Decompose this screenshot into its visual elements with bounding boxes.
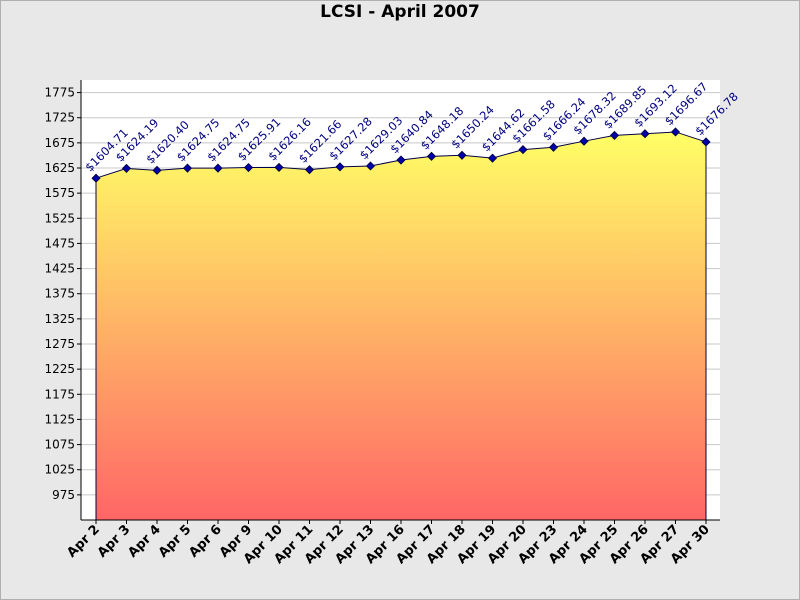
data-point [579,136,589,146]
data-point [548,142,559,152]
data-point [426,151,437,161]
y-tick-label: 1525 [44,211,75,225]
y-tick-labels: 975 1025 1075 1125 1175 1225 1275 1325 1375 1425 1… [44,86,75,502]
chart-title: LCSI - April 2007 [320,2,480,22]
data-markers [91,127,711,183]
axes [77,80,720,524]
y-tick-label: 1275 [44,337,75,351]
y-tick-label: 1175 [44,387,75,401]
data-point [670,127,681,137]
y-tick-label: 1775 [44,86,75,100]
y-tick-label: 975 [52,488,75,502]
y-tick-label: 1125 [44,412,75,426]
data-point [396,155,406,165]
x-tick-label: Apr 5 [156,522,194,560]
y-tick-label: 1725 [44,111,75,125]
data-point [335,162,345,172]
data-point [152,165,162,175]
data-point [640,129,650,139]
data-point [609,130,620,140]
data-point [365,161,376,171]
y-tick-label: 1025 [44,463,75,477]
x-tick-label: Apr 4 [125,522,163,560]
y-tick-label: 1325 [44,312,75,326]
area-series [95,131,707,520]
data-point [121,163,132,173]
data-point [274,162,284,172]
data-point [243,162,254,173]
y-tick-label: 1225 [44,362,75,376]
data-point [701,137,711,147]
x-tick-label: Apr 2 [64,522,102,560]
data-point [487,153,498,163]
x-tick-label: Apr 6 [186,522,224,560]
area-fill [96,131,706,520]
data-point [91,173,101,183]
y-tick-label: 1625 [44,161,75,175]
x-tick-label: Apr 3 [95,522,133,560]
y-tick-label: 1475 [44,236,75,250]
y-tick-label: 1575 [44,186,75,200]
data-point [213,163,223,173]
data-point [457,150,467,160]
y-tick-label: 1075 [44,438,75,452]
y-tick-label: 1675 [44,136,75,150]
y-tick-label: 1375 [44,287,75,301]
data-point [182,163,193,173]
data-point [518,145,528,155]
data-point [304,165,315,175]
y-tick-label: 1425 [44,262,75,276]
